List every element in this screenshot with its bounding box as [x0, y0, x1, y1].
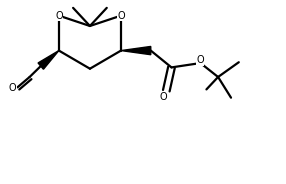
Polygon shape: [121, 46, 151, 55]
Text: O: O: [9, 83, 17, 93]
Text: O: O: [55, 11, 63, 21]
Polygon shape: [38, 51, 59, 69]
Text: O: O: [160, 92, 168, 102]
Text: O: O: [196, 55, 204, 66]
Text: O: O: [117, 11, 125, 21]
